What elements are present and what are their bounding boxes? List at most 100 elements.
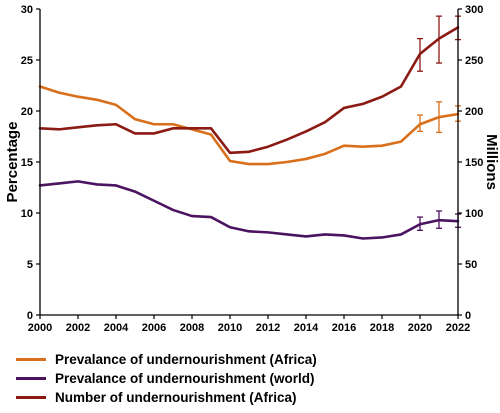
right-y-axis-title: Millions — [483, 134, 500, 190]
data-point-africa-number — [324, 121, 326, 124]
data-point-africa-number — [343, 107, 345, 109]
legend-label-africa-prevalence: Prevalance of undernourishment (Africa) — [55, 352, 317, 367]
data-point-africa-number — [400, 85, 402, 88]
data-point-africa-number — [134, 132, 136, 135]
legend-swatch-africa-prevalence — [16, 358, 46, 361]
left-y-axis-title: Percentage — [4, 122, 21, 203]
legend-item-africa-number: Number of undernourishment (Africa) — [16, 388, 317, 407]
data-point-world-prevalence — [286, 233, 288, 236]
data-point-africa-prevalence — [229, 160, 231, 162]
left-y-tick-label: 25 — [21, 55, 33, 67]
data-point-africa-prevalence — [400, 140, 402, 143]
data-point-africa-number — [229, 151, 231, 154]
data-point-africa-number — [381, 95, 383, 98]
data-point-africa-prevalence — [362, 145, 364, 148]
data-point-africa-number — [286, 138, 288, 141]
left-y-tick-label: 15 — [21, 157, 33, 169]
legend-swatch-world-prevalence — [16, 377, 46, 380]
data-point-africa-prevalence — [96, 98, 98, 101]
left-y-tick-label: 0 — [27, 310, 33, 322]
data-point-world-prevalence — [210, 216, 212, 218]
x-tick-label: 2016 — [332, 322, 356, 334]
right-y-tick-label: 0 — [465, 310, 471, 322]
series-africa-number — [38, 15, 461, 155]
data-point-africa-prevalence — [267, 163, 269, 165]
data-point-africa-prevalence — [115, 103, 117, 106]
data-point-africa-number — [153, 132, 155, 135]
data-point-world-prevalence — [305, 235, 307, 238]
right-y-tick-label: 50 — [465, 259, 477, 271]
data-point-world-prevalence — [324, 233, 326, 236]
data-point-world-prevalence — [96, 183, 98, 186]
data-point-africa-prevalence — [134, 118, 136, 121]
data-point-world-prevalence — [191, 215, 193, 217]
x-tick-label: 2006 — [142, 322, 166, 334]
data-point-world-prevalence — [362, 237, 364, 240]
data-point-africa-prevalence — [343, 144, 345, 147]
data-point-africa-number — [191, 127, 193, 130]
right-y-tick-label: 200 — [465, 106, 483, 118]
data-point-africa-prevalence — [172, 123, 174, 126]
data-point-africa-number — [172, 127, 174, 130]
data-point-africa-number — [267, 145, 269, 148]
data-point-world-prevalence — [381, 236, 383, 239]
data-point-africa-prevalence — [58, 91, 60, 94]
legend-label-world-prevalence: Prevalance of undernourishment (world) — [55, 371, 315, 386]
data-point-world-prevalence — [229, 226, 231, 229]
right-y-tick-label: 100 — [465, 208, 483, 220]
data-point-world-prevalence — [343, 234, 345, 237]
left-y-tick-label: 20 — [21, 106, 33, 118]
data-point-world-prevalence — [267, 231, 269, 234]
left-y-tick-label: 30 — [21, 4, 33, 16]
series-line-world-prevalence — [38, 180, 460, 240]
legend-item-africa-prevalence: Prevalance of undernourishment (Africa) — [16, 350, 317, 369]
x-tick-label: 2022 — [446, 322, 470, 334]
x-tick-label: 2002 — [66, 322, 90, 334]
data-point-world-prevalence — [153, 199, 155, 202]
data-point-africa-number — [58, 128, 60, 131]
data-point-africa-number — [210, 127, 212, 130]
data-point-world-prevalence — [134, 190, 136, 193]
x-tick-label: 2018 — [370, 322, 394, 334]
left-y-tick-label: 10 — [21, 208, 33, 220]
right-y-tick-label: 150 — [465, 157, 483, 169]
data-point-world-prevalence — [172, 209, 174, 211]
data-point-world-prevalence — [115, 184, 117, 187]
x-tick-label: 2008 — [180, 322, 204, 334]
x-tick-label: 2020 — [408, 322, 432, 334]
left-y-tick-label: 5 — [27, 259, 33, 271]
legend-label-africa-number: Number of undernourishment (Africa) — [55, 390, 297, 405]
data-point-africa-number — [77, 126, 79, 129]
data-point-africa-prevalence — [153, 123, 155, 126]
series-line-africa-number — [38, 26, 460, 155]
data-point-africa-prevalence — [210, 133, 212, 136]
data-point-africa-number — [362, 102, 364, 105]
data-point-africa-prevalence — [286, 161, 288, 163]
data-point-africa-number — [96, 124, 98, 127]
x-tick-label: 2004 — [104, 322, 129, 334]
series-layer — [38, 15, 461, 240]
data-point-africa-prevalence — [324, 152, 326, 155]
legend-item-world-prevalence: Prevalance of undernourishment (world) — [16, 369, 317, 388]
data-point-africa-prevalence — [77, 95, 79, 98]
data-point-world-prevalence — [248, 230, 250, 233]
x-tick-label: 2014 — [294, 322, 319, 334]
right-y-tick-label: 250 — [465, 55, 483, 67]
data-point-world-prevalence — [58, 182, 60, 185]
data-point-world-prevalence — [77, 180, 79, 183]
x-tick-label: 2010 — [218, 322, 242, 334]
data-point-africa-prevalence — [305, 158, 307, 160]
data-point-africa-prevalence — [381, 144, 383, 147]
data-point-africa-number — [305, 130, 307, 133]
series-world-prevalence — [38, 180, 461, 240]
data-point-africa-number — [248, 150, 250, 153]
right-y-tick-label: 300 — [465, 4, 483, 16]
data-point-africa-number — [115, 123, 117, 126]
data-point-world-prevalence — [400, 233, 402, 236]
legend: Prevalance of undernourishment (Africa) … — [16, 350, 317, 407]
x-tick-label: 2000 — [28, 322, 52, 334]
x-tick-label: 2012 — [256, 322, 280, 334]
data-point-africa-prevalence — [248, 163, 250, 165]
